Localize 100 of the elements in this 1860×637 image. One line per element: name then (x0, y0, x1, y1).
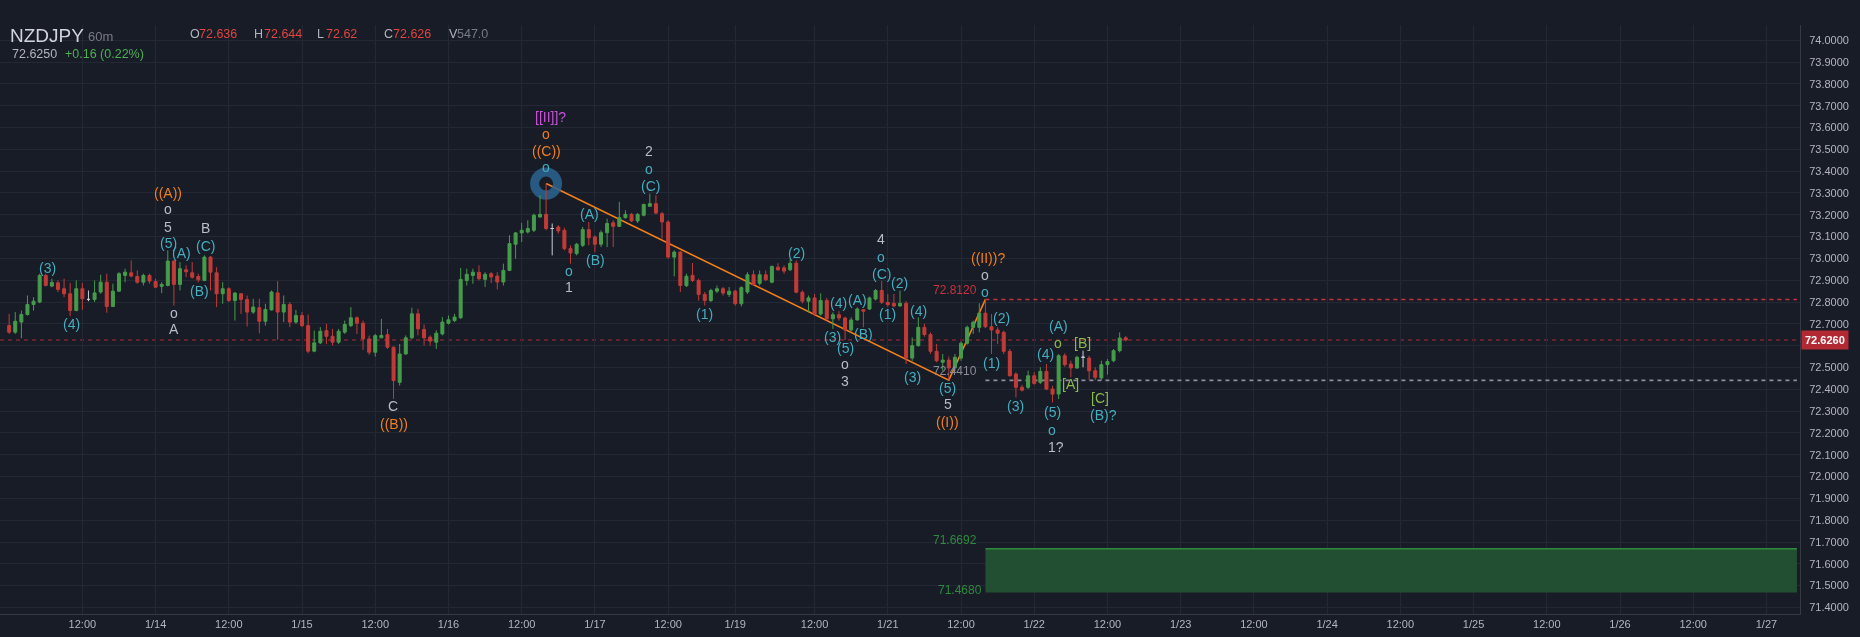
annotation: C (388, 398, 399, 414)
candlestick (855, 306, 860, 322)
annotation: o (1054, 335, 1062, 351)
candlestick (49, 278, 54, 288)
candlestick (1062, 352, 1067, 368)
y-tick-label: 73.4000 (1809, 165, 1849, 178)
x-tick-label: 1/24 (1316, 618, 1338, 631)
y-tick-label: 72.1000 (1809, 448, 1849, 461)
candlestick (354, 315, 359, 335)
candlestick (428, 334, 433, 346)
candlestick (1068, 360, 1073, 378)
annotation: 71.4680 (938, 583, 982, 597)
x-tick-label: 12:00 (1386, 618, 1415, 631)
candlestick (13, 311, 18, 335)
annotation: C (384, 27, 394, 41)
y-tick-label: 72.4000 (1809, 383, 1849, 396)
candlestick (141, 273, 146, 286)
annotation: 5 (944, 396, 952, 412)
candlestick (306, 313, 311, 354)
annotation: A (169, 321, 179, 337)
annotation: (1) (983, 355, 1001, 371)
annotation: 547.0 (457, 27, 489, 41)
annotation: (C) (641, 178, 661, 194)
candlestick (721, 286, 726, 296)
y-tick-label: 73.7000 (1809, 99, 1849, 112)
annotation: (A) (1049, 318, 1068, 334)
annotation: (3) (39, 260, 57, 276)
x-tick-label: 1/15 (291, 618, 313, 631)
annotation: (4) (1037, 346, 1055, 362)
x-tick-label: 1/23 (1169, 618, 1192, 631)
candlestick (165, 249, 170, 287)
annotation: (A) (848, 292, 867, 308)
x-tick-label: 12:00 (361, 618, 390, 631)
annotation: ((II))? (971, 250, 1006, 266)
candlestick (178, 261, 182, 291)
candlestick (531, 213, 536, 233)
candlestick (1020, 384, 1025, 392)
candlestick (904, 300, 909, 365)
candlestick (293, 309, 298, 325)
candlestick (239, 292, 244, 315)
candlestick (92, 279, 97, 303)
candlestick (775, 262, 780, 272)
candlestick (580, 226, 585, 248)
candlestick (1123, 335, 1128, 342)
y-tick-label: 72.5000 (1809, 361, 1849, 374)
candlestick (751, 269, 756, 286)
annotation: [A] (1062, 376, 1080, 392)
candlestick (672, 249, 677, 277)
annotation: (1) (696, 306, 714, 322)
candlestick (1074, 355, 1079, 370)
annotation: (2) (788, 245, 806, 261)
candlestick (757, 269, 762, 286)
candlestick (409, 307, 414, 340)
candlestick (647, 193, 652, 207)
y-tick-label: 72.3000 (1809, 404, 1849, 417)
annotation: (3) (904, 369, 922, 385)
x-tick-label: 12:00 (1679, 618, 1707, 631)
candlestick (434, 329, 439, 350)
annotation: 5 (164, 219, 172, 235)
annotation: (2) (993, 310, 1011, 326)
annotation: 2 (645, 143, 653, 159)
y-tick-label: 71.7000 (1809, 535, 1849, 548)
candlestick (62, 278, 67, 298)
candlestick (556, 224, 561, 235)
annotation: o (1048, 422, 1056, 438)
candlestick (959, 340, 964, 362)
candlestick (971, 320, 976, 335)
x-tick-label: 1/21 (877, 618, 899, 631)
candlestick (769, 264, 774, 284)
series-label: 72.8120 (933, 283, 977, 297)
annotation: ((B)) (380, 416, 408, 432)
candlestick (794, 259, 799, 294)
annotation: V (449, 27, 458, 41)
annotation: (4) (910, 303, 928, 319)
x-tick-label: 1/25 (1462, 618, 1485, 631)
annotation: (B) (190, 283, 209, 299)
candlestick (397, 343, 402, 387)
candlestick (910, 336, 915, 362)
candlestick (806, 295, 811, 313)
candlestick (1056, 353, 1061, 400)
candlestick (550, 223, 555, 256)
candlestick (123, 268, 128, 283)
y-tick-label: 73.8000 (1809, 77, 1849, 90)
candlestick (678, 250, 683, 293)
candlestick (458, 267, 463, 320)
y-tick-label: 73.5000 (1809, 143, 1849, 156)
annotation: (4) (63, 316, 81, 332)
candlestick (348, 306, 353, 328)
candlestick (464, 268, 469, 286)
y-tick-label: 72.2000 (1809, 426, 1849, 439)
chart-title: NZDJPY (10, 24, 85, 46)
annotation: L (317, 27, 324, 41)
annotation: [[II]]? (535, 109, 567, 125)
series-label: 71.6692 (933, 533, 977, 547)
candlestick (830, 311, 835, 330)
annotation: (C) (196, 238, 216, 254)
annotation: 72.6250 (12, 47, 58, 61)
candlestick (714, 284, 719, 294)
annotation: ((C)) (532, 143, 561, 159)
candlestick (1111, 348, 1116, 363)
